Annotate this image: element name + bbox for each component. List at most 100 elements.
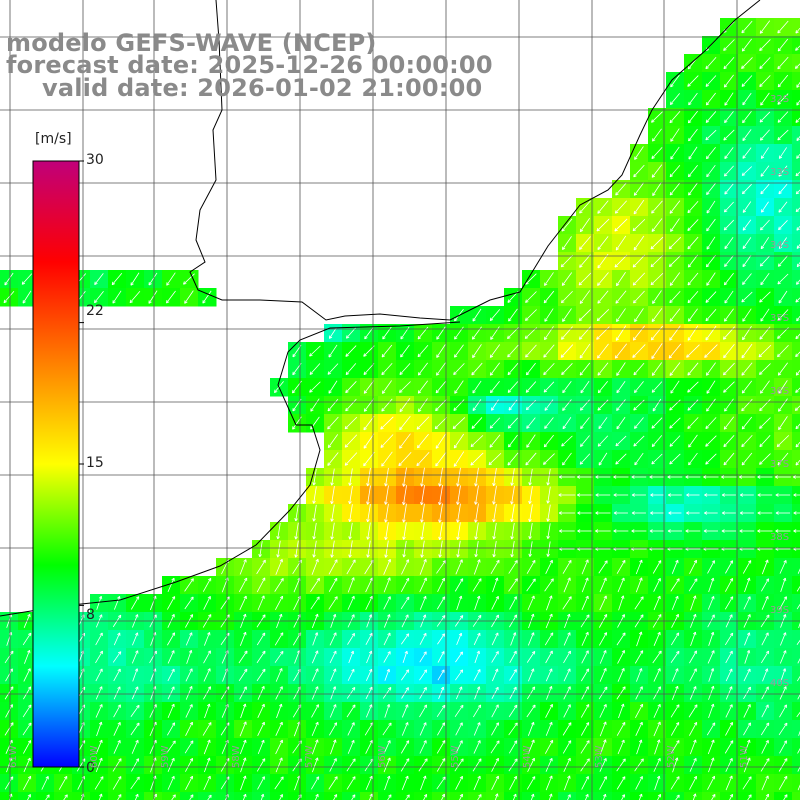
wind-arrow [651, 362, 663, 376]
wind-arrow-shaft [651, 147, 663, 159]
wind-arrow-head [579, 337, 583, 340]
wind-arrow-head [741, 356, 745, 359]
wind-arrow-shaft [688, 110, 698, 124]
wind-arrow [687, 290, 699, 304]
wind-arrow-head [652, 193, 656, 196]
wind-arrow-head [507, 335, 509, 339]
wind-arrow-shaft [436, 362, 446, 376]
wind-arrow [742, 326, 752, 341]
wind-arrow-head [543, 390, 548, 393]
wind-arrow [183, 273, 195, 285]
wind-arrow-shaft [706, 272, 716, 286]
wind-arrow-shaft [507, 363, 519, 375]
wind-arrow-head [705, 83, 708, 87]
wind-arrow [688, 92, 698, 106]
wind-arrow-shaft [525, 291, 537, 303]
wind-speed-cell [144, 792, 163, 800]
wind-arrow-shaft [633, 362, 645, 376]
wind-arrow-head [525, 301, 529, 303]
wind-arrow [777, 344, 789, 358]
wind-arrow-head [525, 355, 529, 358]
wind-arrow-head [615, 301, 619, 304]
wind-arrow-shaft [561, 218, 573, 232]
wind-arrow [508, 308, 518, 322]
wind-arrow-head [598, 391, 602, 394]
wind-arrow-head [778, 226, 780, 230]
wind-arrow [597, 290, 609, 304]
wind-speed-cell [792, 54, 800, 73]
wind-arrow-head [670, 283, 674, 286]
wind-arrow-head [688, 193, 692, 196]
wind-arrow-shaft [507, 344, 519, 358]
wind-arrow-head [687, 301, 691, 304]
wind-arrow-head [561, 336, 563, 340]
wind-arrow [669, 308, 681, 322]
wind-arrow-head [778, 85, 782, 88]
wind-arrow-shaft [651, 218, 663, 232]
wind-arrow-head [760, 174, 764, 177]
wind-arrow [668, 236, 682, 250]
wind-arrow [166, 290, 176, 304]
wind-arrow-head [778, 301, 782, 304]
wind-arrow-shaft [779, 237, 787, 249]
wind-arrow-shaft [796, 99, 800, 106]
wind-arrow-shaft [760, 308, 770, 322]
wind-arrow [724, 308, 734, 322]
wind-arrow-head [705, 67, 709, 70]
wind-arrow-head [796, 85, 800, 88]
wind-arrow-head [94, 283, 98, 285]
wind-arrow-head [668, 263, 671, 267]
wind-speed-cell [666, 792, 685, 800]
wind-arrow-shaft [741, 343, 753, 359]
wind-arrow [723, 201, 734, 213]
wind-arrow-head [688, 103, 692, 106]
wind-arrow [670, 146, 680, 160]
wind-speed-cell [576, 792, 595, 800]
wind-arrow [705, 92, 716, 106]
wind-arrow-head [705, 155, 708, 159]
wind-arrow-shaft [706, 218, 716, 232]
wind-arrow-shaft [759, 75, 771, 87]
wind-arrow-head [417, 353, 420, 357]
wind-arrow-head [94, 299, 96, 303]
wind-arrow-shaft [705, 291, 717, 303]
wind-arrow [560, 254, 574, 268]
wind-arrow-head [560, 354, 563, 358]
wind-arrow [399, 363, 411, 376]
wind-arrow [382, 380, 392, 394]
wind-arrow [760, 165, 770, 177]
wind-arrow-head [670, 193, 674, 196]
wind-arrow-head [650, 245, 653, 250]
wind-arrow-shaft [561, 272, 573, 286]
wind-arrow-shaft [525, 309, 537, 321]
wind-speed-cell [774, 792, 793, 800]
wind-arrow [687, 362, 699, 376]
wind-arrow [687, 236, 699, 250]
wind-arrow-head [112, 283, 116, 286]
wind-arrow-head [705, 136, 708, 140]
wind-arrow-head [723, 138, 727, 141]
wind-arrow-head [688, 121, 692, 124]
wind-arrow-head [436, 337, 440, 340]
wind-arrow-shaft [778, 290, 788, 304]
wind-arrow-shaft [795, 369, 800, 376]
wind-speed-cell [792, 18, 800, 37]
wind-arrow-head [650, 263, 653, 267]
wind-speed-cell [756, 792, 775, 800]
wind-arrow [544, 308, 554, 322]
wind-arrow-head [706, 157, 710, 160]
wind-arrow-head [724, 247, 728, 250]
wind-speed-cell [0, 792, 19, 800]
wind-arrow [688, 308, 698, 322]
wind-arrow-head [616, 319, 620, 322]
wind-arrow-head [669, 247, 673, 250]
wind-arrow-head [507, 301, 511, 303]
wind-arrow-head [345, 373, 350, 376]
wind-arrow-head [760, 31, 764, 34]
wind-arrow [525, 309, 537, 321]
wind-arrow-shaft [778, 220, 788, 230]
wind-arrow-shaft [741, 75, 753, 87]
wind-arrow [723, 39, 735, 51]
wind-arrow-head [615, 356, 619, 359]
wind-arrow-head [507, 299, 510, 303]
